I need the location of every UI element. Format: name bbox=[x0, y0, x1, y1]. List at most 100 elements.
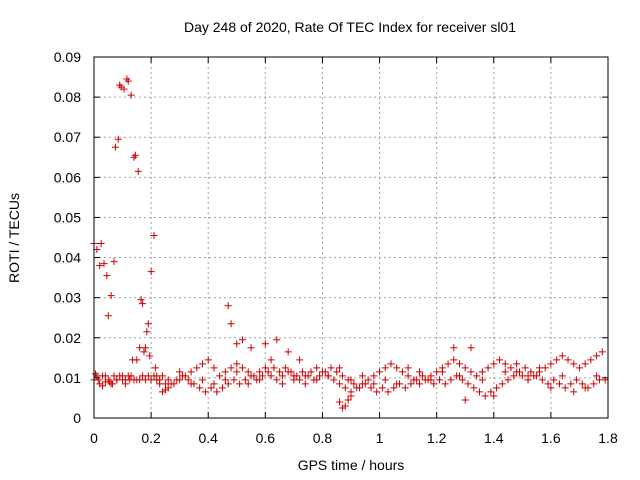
data-point bbox=[495, 356, 503, 364]
data-point bbox=[384, 388, 392, 396]
data-point bbox=[524, 372, 532, 380]
data-points bbox=[90, 75, 609, 412]
data-point bbox=[247, 372, 255, 380]
x-tick-label: 0.2 bbox=[141, 430, 161, 446]
data-point bbox=[401, 384, 409, 392]
data-point bbox=[336, 364, 344, 372]
data-point bbox=[313, 376, 321, 384]
data-point bbox=[261, 340, 269, 348]
data-point bbox=[373, 388, 381, 396]
y-tick-label: 0.02 bbox=[54, 330, 81, 346]
data-point bbox=[150, 372, 158, 380]
data-point bbox=[381, 376, 389, 384]
data-point bbox=[476, 388, 483, 396]
data-point bbox=[176, 368, 184, 376]
data-point bbox=[267, 372, 275, 380]
data-point bbox=[233, 368, 241, 376]
y-tick-label: 0.03 bbox=[54, 290, 81, 306]
data-point bbox=[507, 364, 515, 372]
data-point bbox=[120, 85, 128, 93]
data-point bbox=[467, 368, 475, 376]
x-tick-label: 0.4 bbox=[198, 430, 218, 446]
data-point bbox=[501, 360, 509, 368]
data-point bbox=[587, 356, 595, 364]
data-point bbox=[447, 376, 455, 384]
data-point bbox=[134, 167, 142, 175]
data-point bbox=[258, 372, 266, 380]
data-point bbox=[533, 372, 541, 380]
data-point bbox=[430, 380, 438, 388]
data-point bbox=[581, 360, 589, 368]
data-point bbox=[304, 372, 312, 380]
data-point bbox=[199, 360, 207, 368]
y-tick-label: 0.01 bbox=[54, 370, 81, 386]
data-point bbox=[97, 240, 105, 248]
data-point bbox=[244, 368, 252, 376]
data-point bbox=[140, 348, 148, 356]
data-point bbox=[179, 372, 187, 380]
data-point bbox=[558, 352, 566, 360]
data-point bbox=[100, 260, 108, 268]
data-point bbox=[107, 292, 115, 300]
data-point bbox=[139, 300, 147, 308]
data-point bbox=[538, 376, 546, 384]
data-point bbox=[244, 380, 252, 388]
data-point bbox=[547, 360, 555, 368]
chart-title: Day 248 of 2020, Rate Of TEC Index for r… bbox=[184, 19, 516, 35]
data-point bbox=[290, 376, 298, 384]
x-tick-label: 1.8 bbox=[598, 430, 618, 446]
y-tick-label: 0.09 bbox=[54, 49, 81, 65]
data-point bbox=[216, 372, 224, 380]
data-point bbox=[493, 384, 501, 392]
data-point bbox=[467, 344, 475, 352]
data-point bbox=[207, 384, 215, 392]
data-point bbox=[230, 376, 238, 384]
data-point bbox=[581, 384, 589, 392]
x-tick-label: 0.8 bbox=[313, 430, 333, 446]
data-point bbox=[376, 368, 384, 376]
data-point bbox=[236, 380, 244, 388]
data-point bbox=[173, 376, 181, 384]
data-point bbox=[370, 372, 378, 380]
x-tick-label: 0 bbox=[90, 430, 98, 446]
x-tick-label: 1 bbox=[376, 430, 384, 446]
data-point bbox=[444, 360, 452, 368]
data-point bbox=[143, 328, 151, 336]
data-point bbox=[450, 356, 458, 364]
data-point bbox=[593, 372, 601, 380]
data-point bbox=[527, 368, 535, 376]
data-point bbox=[293, 372, 301, 380]
data-point bbox=[407, 380, 415, 388]
data-point bbox=[110, 258, 118, 266]
data-point bbox=[578, 380, 586, 388]
data-point bbox=[330, 376, 338, 384]
data-point bbox=[227, 320, 235, 328]
data-point bbox=[358, 372, 366, 380]
data-point bbox=[461, 364, 469, 372]
data-point bbox=[570, 360, 578, 368]
data-point bbox=[164, 376, 172, 384]
data-point bbox=[270, 364, 278, 372]
plot-frame bbox=[93, 56, 609, 419]
data-point bbox=[284, 348, 292, 356]
data-point bbox=[544, 380, 552, 388]
data-point bbox=[276, 368, 284, 376]
data-point bbox=[567, 380, 575, 388]
data-point bbox=[498, 380, 506, 388]
data-point bbox=[336, 398, 344, 406]
data-point bbox=[555, 380, 563, 388]
data-point bbox=[521, 364, 529, 372]
data-point bbox=[450, 344, 458, 352]
data-point bbox=[256, 376, 264, 384]
y-tick-label: 0.06 bbox=[54, 169, 81, 185]
data-point bbox=[418, 372, 426, 380]
data-point bbox=[361, 380, 369, 388]
data-point bbox=[324, 372, 332, 380]
data-point bbox=[441, 380, 449, 388]
data-point bbox=[151, 364, 159, 372]
data-point bbox=[221, 376, 229, 384]
data-point bbox=[344, 396, 352, 404]
data-point bbox=[147, 268, 155, 276]
y-tick-label: 0 bbox=[73, 410, 81, 426]
